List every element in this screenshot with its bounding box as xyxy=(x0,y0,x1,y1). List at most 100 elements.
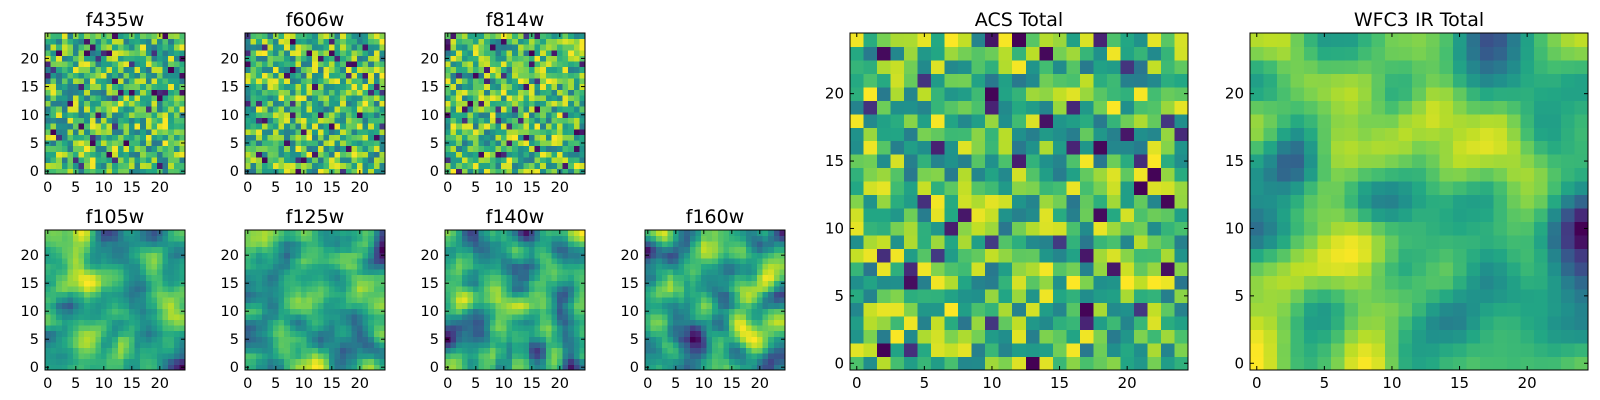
heatmap-cell xyxy=(379,358,386,365)
heatmap-cell xyxy=(145,274,152,281)
heatmap-cell xyxy=(512,33,519,40)
heatmap-cell xyxy=(373,157,380,164)
heatmap-cell xyxy=(523,342,530,348)
heatmap-cell xyxy=(151,358,158,365)
heatmap-cell xyxy=(456,134,463,141)
heatmap-cell xyxy=(56,246,63,253)
heatmap-cell xyxy=(278,280,285,287)
heatmap-cell xyxy=(345,274,352,281)
heatmap-cell xyxy=(745,252,752,259)
heatmap-cell xyxy=(717,319,724,326)
heatmap-cell xyxy=(112,33,119,40)
heatmap-cell xyxy=(173,336,180,343)
heatmap-cell xyxy=(512,145,519,152)
heatmap-cell xyxy=(129,258,135,264)
heatmap-cell xyxy=(1052,235,1067,250)
heatmap-cell xyxy=(501,117,507,124)
heatmap-cell xyxy=(545,263,552,270)
heatmap-cell xyxy=(112,358,119,365)
heatmap-cell xyxy=(295,123,302,130)
heatmap-cell xyxy=(289,33,296,40)
heatmap-cell xyxy=(106,364,113,371)
heatmap-cell xyxy=(545,106,552,113)
heatmap-cell xyxy=(985,356,1000,371)
heatmap-cell xyxy=(123,364,130,371)
heatmap-cell xyxy=(1120,208,1135,223)
heatmap-cell xyxy=(773,319,780,326)
heatmap-cell xyxy=(1147,235,1162,250)
heatmap-cell xyxy=(151,38,158,45)
heatmap-cell xyxy=(323,162,330,169)
heatmap-cell xyxy=(278,83,285,90)
heatmap-cell xyxy=(701,347,707,354)
heatmap-cell xyxy=(540,280,547,287)
heatmap-cell xyxy=(540,83,547,90)
panel-title: f435w xyxy=(86,9,145,31)
heatmap-cell xyxy=(779,263,786,270)
heatmap-cell xyxy=(306,89,313,96)
heatmap-cell xyxy=(1039,221,1054,236)
heatmap-cell xyxy=(495,342,502,348)
heatmap-cell xyxy=(557,274,563,281)
heatmap-cell xyxy=(306,286,313,292)
heatmap-cell xyxy=(250,168,257,175)
heatmap-cell xyxy=(106,49,113,56)
heatmap-cell xyxy=(117,123,124,130)
heatmap-cell xyxy=(145,291,152,298)
heatmap-cells xyxy=(45,33,186,175)
heatmap-cell xyxy=(517,55,524,62)
heatmap-cell xyxy=(573,347,580,354)
heatmap-cell xyxy=(489,83,496,90)
heatmap-cell xyxy=(1174,262,1189,277)
heatmap-cell xyxy=(117,134,124,141)
heatmap-cell xyxy=(1052,356,1067,371)
x-tick-label: 15 xyxy=(523,180,541,196)
heatmap-cell xyxy=(729,235,735,242)
heatmap-cell xyxy=(357,274,363,281)
heatmap-cell xyxy=(450,134,457,141)
heatmap-cell xyxy=(329,263,335,270)
heatmap-cell xyxy=(695,325,702,332)
heatmap-cell xyxy=(489,252,496,259)
heatmap-cell xyxy=(944,262,959,277)
heatmap-cell xyxy=(101,128,107,135)
heatmap-cell xyxy=(123,38,130,45)
heatmap-cell xyxy=(84,330,91,337)
heatmap-cell xyxy=(1012,343,1027,357)
heatmap-cell xyxy=(256,342,263,348)
heatmap-cell xyxy=(456,258,463,264)
heatmap-cell xyxy=(151,347,158,354)
heatmap-cell xyxy=(373,49,380,56)
heatmap-cell xyxy=(467,241,474,248)
heatmap-cell xyxy=(551,66,558,73)
y-tick-label: 15 xyxy=(21,276,39,292)
heatmap-cell xyxy=(512,302,519,309)
heatmap-cell xyxy=(540,353,547,360)
heatmap-cell xyxy=(373,302,380,309)
heatmap-cell xyxy=(357,140,363,147)
heatmap-cell xyxy=(461,117,468,124)
heatmap-cell xyxy=(273,325,279,332)
heatmap-cell xyxy=(523,117,530,124)
heatmap-cell xyxy=(295,33,302,40)
heatmap-cell xyxy=(140,330,147,337)
heatmap-cell xyxy=(478,66,485,73)
heatmap-cell xyxy=(306,314,313,320)
heatmap-cell xyxy=(312,263,319,270)
heatmap-cell xyxy=(557,353,563,360)
y-tick-label: 20 xyxy=(21,248,39,264)
heatmap-cell xyxy=(540,230,547,236)
heatmap-cell xyxy=(689,364,696,371)
heatmap-cell xyxy=(557,140,563,147)
heatmap-cell xyxy=(684,319,691,326)
heatmap-cell xyxy=(256,106,263,113)
heatmap-cell xyxy=(284,128,291,135)
heatmap-cell xyxy=(373,33,380,40)
heatmap-cell xyxy=(84,89,91,96)
y-tick-label: 5 xyxy=(230,136,239,152)
heatmap-cell xyxy=(162,89,169,96)
heatmap-cell xyxy=(129,241,135,248)
heatmap-cell xyxy=(450,235,457,242)
heatmap-cell xyxy=(998,208,1013,223)
heatmap-cell xyxy=(261,100,268,107)
